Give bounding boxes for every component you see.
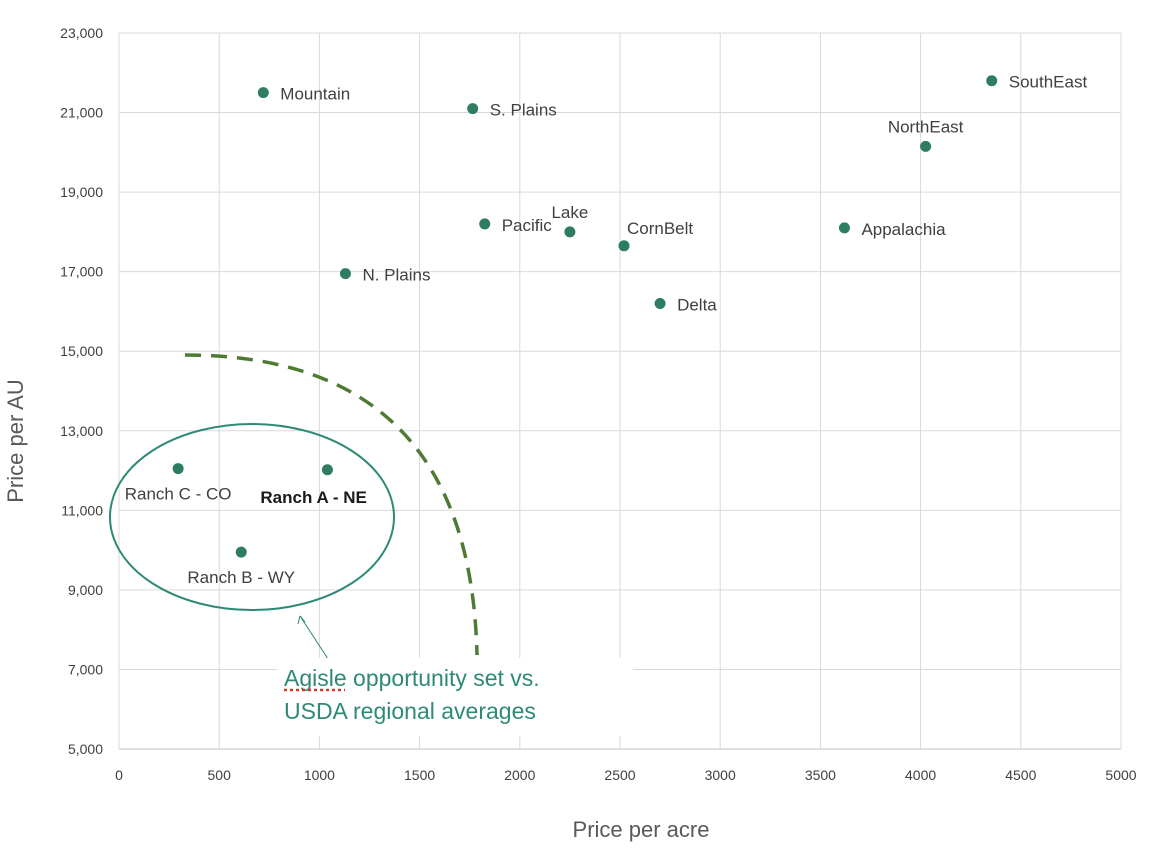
- data-label: SouthEast: [1009, 73, 1088, 92]
- data-point: [479, 218, 491, 230]
- x-axis-title: Price per acre: [573, 817, 710, 842]
- data-label: Delta: [677, 295, 717, 314]
- frontier-dashed-arc: [184, 353, 479, 656]
- data-point: [235, 546, 247, 558]
- y-axis-ticks: 5,000 7,000 9,000 11,000 13,000 15,000 17,000 1…: [60, 25, 103, 757]
- y-tick-label: 7,000: [68, 661, 103, 677]
- x-tick-label: 4500: [1005, 767, 1036, 783]
- data-label: Pacific: [502, 216, 553, 235]
- data-point: [564, 226, 576, 238]
- annotation-pointer: [299, 615, 331, 663]
- x-tick-label: 500: [208, 767, 232, 783]
- opportunity-set-ellipse: [109, 423, 395, 611]
- data-point: [986, 75, 998, 87]
- x-axis-ticks: 0 500 1000 1500 2000 2500 3000 3500 4000 4500 5000: [115, 767, 1137, 783]
- x-tick-label: 1500: [404, 767, 435, 783]
- y-tick-label: 11,000: [61, 502, 103, 518]
- data-point: [618, 240, 630, 252]
- y-tick-label: 19,000: [60, 184, 103, 200]
- data-label: Ranch C - CO: [125, 485, 232, 504]
- x-tick-label: 3500: [805, 767, 836, 783]
- data-point: [467, 103, 479, 115]
- x-tick-label: 0: [115, 767, 123, 783]
- y-tick-label: 5,000: [68, 741, 103, 757]
- data-label: S. Plains: [490, 101, 557, 120]
- annotation-box: [277, 658, 633, 736]
- data-point: [172, 463, 184, 475]
- data-points: [172, 75, 998, 558]
- x-tick-label: 1000: [304, 767, 335, 783]
- y-axis-title: Price per AU: [3, 379, 28, 503]
- data-point: [321, 464, 333, 476]
- data-label: CornBelt: [627, 219, 693, 238]
- annotation-arrowhead: [297, 615, 306, 625]
- y-tick-label: 23,000: [60, 25, 103, 41]
- data-labels: Mountain S. Plains SouthEast NorthEast Pacif…: [125, 73, 1088, 587]
- data-label: Lake: [551, 203, 588, 222]
- annotation-line-1: Agisle opportunity set vs.: [284, 665, 540, 691]
- x-tick-label: 2500: [604, 767, 635, 783]
- y-tick-label: 9,000: [68, 582, 103, 598]
- x-tick-label: 4000: [905, 767, 936, 783]
- data-point: [257, 87, 269, 99]
- data-label: N. Plains: [362, 266, 430, 285]
- data-point: [838, 222, 850, 234]
- x-tick-label: 2000: [504, 767, 535, 783]
- data-label: Ranch B - WY: [187, 568, 295, 587]
- data-label: Appalachia: [861, 220, 946, 239]
- y-tick-label: 21,000: [60, 105, 103, 121]
- gridlines: [118, 32, 1122, 750]
- data-label: Mountain: [280, 85, 350, 104]
- x-tick-label: 3000: [705, 767, 736, 783]
- data-label: NorthEast: [888, 117, 964, 136]
- annotation-line-2: USDA regional averages: [284, 698, 536, 724]
- data-point: [920, 140, 932, 152]
- y-tick-label: 15,000: [60, 343, 103, 359]
- data-point: [654, 297, 666, 309]
- data-label: Ranch A - NE: [260, 488, 366, 507]
- x-tick-label: 5000: [1105, 767, 1136, 783]
- y-tick-label: 13,000: [60, 423, 103, 439]
- y-tick-label: 17,000: [60, 264, 103, 280]
- data-point: [339, 268, 351, 280]
